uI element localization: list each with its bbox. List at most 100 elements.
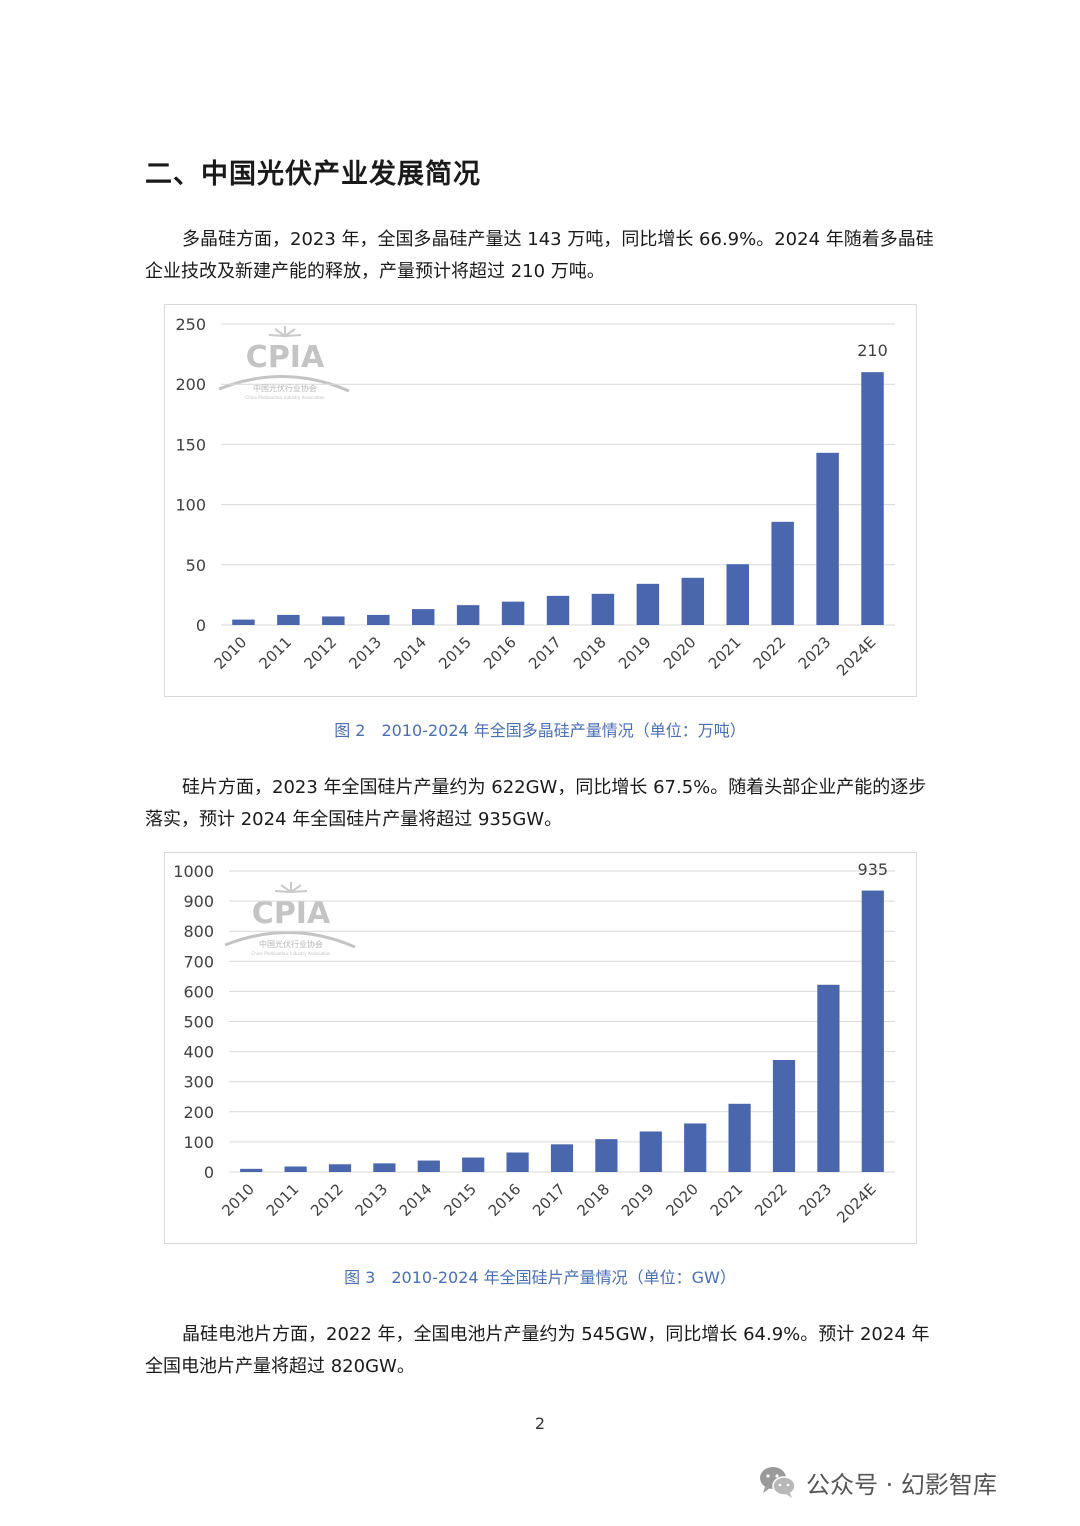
x-tick-label: 2011: [263, 1180, 303, 1220]
bar: [322, 616, 345, 625]
bar: [277, 614, 300, 625]
logo-name-cn: 中国光伏行业协会: [259, 939, 323, 949]
x-tick-label: 2013: [345, 633, 385, 673]
x-tick-label: 2023: [795, 633, 835, 673]
chart-wafer: CPIA 中国光伏行业协会 China Photovoltaic Industr…: [164, 852, 917, 1244]
page-number: 2: [534, 1414, 546, 1433]
x-tick-label: 2022: [750, 633, 790, 673]
x-tick-label: 2012: [307, 1180, 347, 1220]
y-tick-label: 50: [186, 556, 206, 575]
x-tick-label: 2023: [795, 1180, 835, 1220]
x-tick-label: 2018: [570, 633, 610, 673]
y-tick-label: 0: [196, 616, 206, 635]
logo-name-en: China Photovoltaic Industry Association: [251, 951, 331, 956]
x-tick-label: 2016: [485, 1180, 525, 1220]
bar: [328, 1164, 352, 1172]
x-tick-label: 2020: [662, 1180, 702, 1220]
bar: [462, 1157, 485, 1172]
bar: [501, 601, 525, 625]
x-tick-label: 2018: [573, 1180, 613, 1220]
x-tick-label: 2014: [396, 1180, 436, 1220]
x-tick-label: 2013: [351, 1180, 391, 1220]
x-tick-label: 2010: [218, 1180, 258, 1220]
y-tick-label: 300: [183, 1073, 214, 1092]
y-tick-label: 500: [183, 1013, 214, 1032]
bar: [728, 1103, 751, 1172]
paragraph-line: 全国电池片产量将超过 820GW。: [145, 1356, 415, 1377]
watermark-text: 公众号 · 幻影智库: [806, 1470, 997, 1499]
bar: [591, 593, 615, 625]
y-tick-label: 250: [175, 315, 206, 334]
bar: [726, 564, 749, 625]
bar: [771, 521, 794, 625]
bar: [417, 1160, 440, 1172]
x-tick-label: 2022: [751, 1180, 791, 1220]
y-tick-label: 150: [175, 435, 206, 454]
bar: [411, 609, 435, 625]
data-label: 210: [857, 341, 888, 360]
logo-mark: CPIA: [246, 340, 325, 375]
bar: [595, 1139, 618, 1172]
paragraph-line: 落实，预计 2024 年全国硅片产量将超过 935GW。: [145, 809, 563, 830]
bar: [816, 452, 839, 625]
paragraph-line: 硅片方面，2023 年全国硅片产量约为 622GW，同比增长 67.5%。随着头…: [182, 777, 927, 798]
bar: [367, 614, 390, 625]
bar: [550, 1144, 574, 1172]
bar: [639, 1131, 662, 1172]
x-tick-label: 2016: [480, 633, 520, 673]
x-tick-label: 2020: [660, 633, 700, 673]
x-tick-label: 2019: [615, 633, 655, 673]
x-tick-label: 2011: [255, 633, 295, 673]
chart-caption-wafer: 图 3 2010-2024 年全国硅片产量情况（单位：GW）: [344, 1268, 736, 1287]
bar: [817, 984, 840, 1172]
logo-mark: CPIA: [252, 896, 331, 931]
y-tick-label: 1000: [173, 862, 214, 881]
x-tick-label: 2024E: [833, 1180, 879, 1226]
bar: [232, 619, 255, 625]
x-tick-label: 2010: [211, 633, 251, 673]
x-tick-label: 2017: [529, 1180, 569, 1220]
watermark: 公众号 · 幻影智库: [758, 1462, 997, 1502]
x-tick-label: 2019: [618, 1180, 658, 1220]
x-tick-label: 2014: [390, 633, 430, 673]
bar: [861, 372, 884, 625]
y-tick-label: 100: [183, 1133, 214, 1152]
bar: [546, 595, 570, 625]
page-heading: 二、中国光伏产业发展简况: [145, 159, 481, 190]
x-axis: 2010 2011 2012 2013 2014 2015 2016 2017 2018 2019…: [211, 633, 880, 679]
x-tick-label: 2021: [707, 1180, 747, 1220]
y-tick-label: 200: [183, 1103, 214, 1122]
bar: [684, 1123, 707, 1172]
cpia-logo: CPIA 中国光伏行业协会 China Photovoltaic Industr…: [218, 326, 350, 400]
bar: [861, 890, 884, 1172]
y-tick-label: 600: [183, 982, 214, 1001]
paragraph-line: 企业技改及新建产能的释放，产量预计将超过 210 万吨。: [145, 261, 605, 282]
x-tick-label: 2015: [435, 633, 475, 673]
x-tick-label: 2012: [300, 633, 340, 673]
cpia-logo: CPIA 中国光伏行业协会 China Photovoltaic Industr…: [224, 882, 356, 956]
chart-caption-polysilicon: 图 2 2010-2024 年全国多晶硅产量情况（单位：万吨）: [334, 721, 746, 740]
paragraph-polysilicon: 多晶硅方面，2023 年，全国多晶硅产量达 143 万吨，同比增长 66.9%。…: [145, 224, 945, 288]
data-label: 935: [858, 860, 889, 879]
bar: [506, 1152, 529, 1172]
bar: [373, 1163, 396, 1172]
chart-svg: CPIA 中国光伏行业协会 China Photovoltaic Industr…: [173, 860, 895, 1227]
paragraph-line: 多晶硅方面，2023 年，全国多晶硅产量达 143 万吨，同比增长 66.9%。…: [182, 229, 934, 250]
y-tick-label: 700: [183, 952, 214, 971]
bar: [284, 1166, 307, 1172]
y-tick-label: 0: [204, 1163, 214, 1182]
y-tick-label: 100: [175, 496, 206, 515]
bar: [636, 583, 660, 625]
bar: [456, 605, 480, 625]
logo-name-cn: 中国光伏行业协会: [253, 383, 317, 393]
y-tick-label: 400: [183, 1043, 214, 1062]
x-tick-label: 2021: [705, 633, 745, 673]
y-tick-label: 900: [183, 892, 214, 911]
bars: [232, 372, 884, 625]
x-tick-label: 2024E: [833, 633, 879, 679]
logo-name-en: China Photovoltaic Industry Association: [245, 395, 325, 400]
bars: [240, 890, 884, 1172]
y-tick-label: 800: [183, 922, 214, 941]
chart-polysilicon: CPIA 中国光伏行业协会 China Photovoltaic Industr…: [164, 304, 917, 697]
x-tick-label: 2017: [525, 633, 565, 673]
